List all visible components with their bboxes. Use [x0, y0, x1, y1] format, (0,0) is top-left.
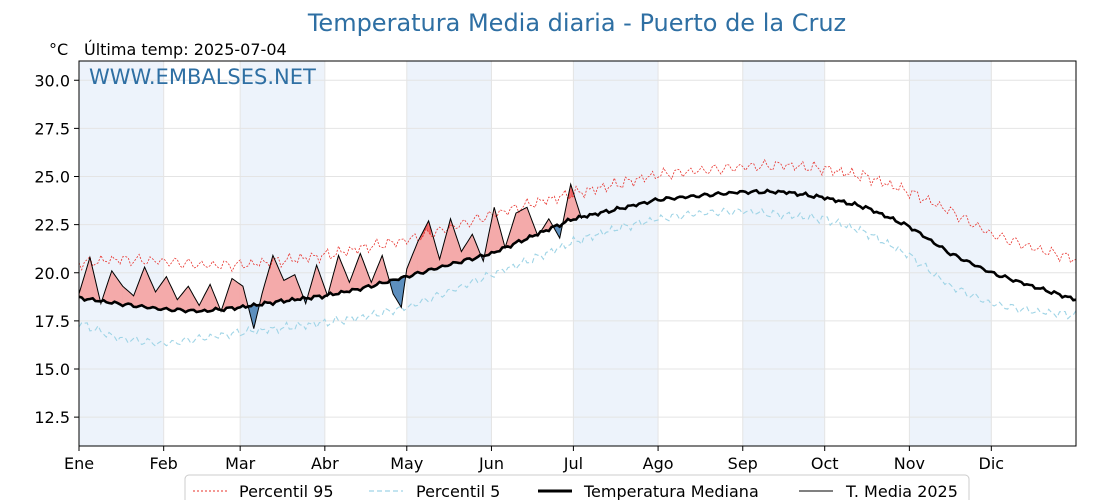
x-tick-label: Abr	[311, 454, 339, 473]
grid-lines	[78, 61, 1076, 446]
fill-above-median	[518, 209, 522, 243]
fill-above-median	[160, 279, 164, 311]
y-tick-label: 27.5	[34, 119, 70, 138]
fill-above-median	[114, 273, 118, 304]
series-lines	[78, 158, 1077, 347]
legend-label-p95: Percentil 95	[239, 482, 334, 500]
plot-frame	[78, 60, 1077, 447]
x-tick-label: May	[390, 454, 423, 473]
line-temperatura-mediana	[78, 188, 1077, 314]
x-tick-label: Nov	[894, 454, 925, 473]
x-tick-label: Dic	[979, 454, 1005, 473]
fill-above-median	[122, 285, 126, 307]
fill-above-median	[234, 279, 238, 311]
x-tick-label: Ene	[64, 454, 94, 473]
fill-above-median	[239, 283, 244, 308]
x-tick-label: Jul	[563, 454, 583, 473]
y-tick-label: 20.0	[34, 264, 70, 283]
x-tick-label: Mar	[225, 454, 256, 473]
y-tick-label: 17.5	[34, 312, 70, 331]
line-percentil-95	[78, 158, 1077, 273]
line-t-media-2025	[78, 182, 583, 329]
y-tick-label: 12.5	[34, 408, 70, 427]
last-temp-label: Última temp: 2025-07-04	[84, 40, 287, 59]
x-tick-label: Oct	[811, 454, 839, 473]
fill-above-median	[163, 275, 167, 310]
month-band-ene	[79, 61, 164, 446]
legend-box	[184, 474, 970, 500]
legend: Percentil 95 Percentil 5 Temperatura Med…	[184, 474, 970, 500]
x-tick-label: Jun	[478, 454, 504, 473]
y-unit-label: °C	[49, 40, 68, 59]
fill-above-median	[272, 255, 276, 306]
fill-above-median	[283, 278, 287, 303]
month-band-jul	[573, 61, 659, 446]
fill-above-median	[515, 211, 520, 243]
month-band-sep	[742, 61, 825, 446]
chart-title: Temperatura Media diaria - Puerto de la …	[307, 9, 846, 37]
fill-above-median	[523, 206, 528, 241]
fill-above-median	[237, 281, 241, 309]
fill-above-median	[185, 285, 189, 313]
fill-above-median	[111, 270, 115, 304]
fill-above-p95	[425, 220, 429, 233]
fill-above-median	[231, 278, 235, 311]
y-tick-label: 15.0	[34, 360, 70, 379]
line-percentil-5	[78, 207, 1077, 347]
y-tick-label: 22.5	[34, 216, 70, 235]
watermark: WWW.EMBALSES.NET	[89, 65, 316, 89]
legend-label-2025: T. Media 2025	[845, 482, 958, 500]
x-tick-label: Sep	[728, 454, 758, 473]
x-tick-label: Ago	[643, 454, 674, 473]
x-axis: Ene Feb Mar Abr May Jun Jul Ago Sep Oct Nov Dic	[64, 446, 1004, 473]
legend-label-p5: Percentil 5	[416, 482, 500, 500]
x-tick-label: Feb	[150, 454, 178, 473]
y-tick-label: 25.0	[34, 168, 70, 187]
legend-label-median: Temperatura Mediana	[583, 482, 759, 500]
fill-above-median	[521, 208, 525, 243]
y-tick-label: 30.0	[34, 71, 70, 90]
y-axis: 12.5 15.0 17.5 20.0 22.5 25.0 27.5 30.0	[34, 71, 79, 427]
fill-above-median	[291, 274, 296, 301]
fill-above-median	[286, 277, 290, 302]
